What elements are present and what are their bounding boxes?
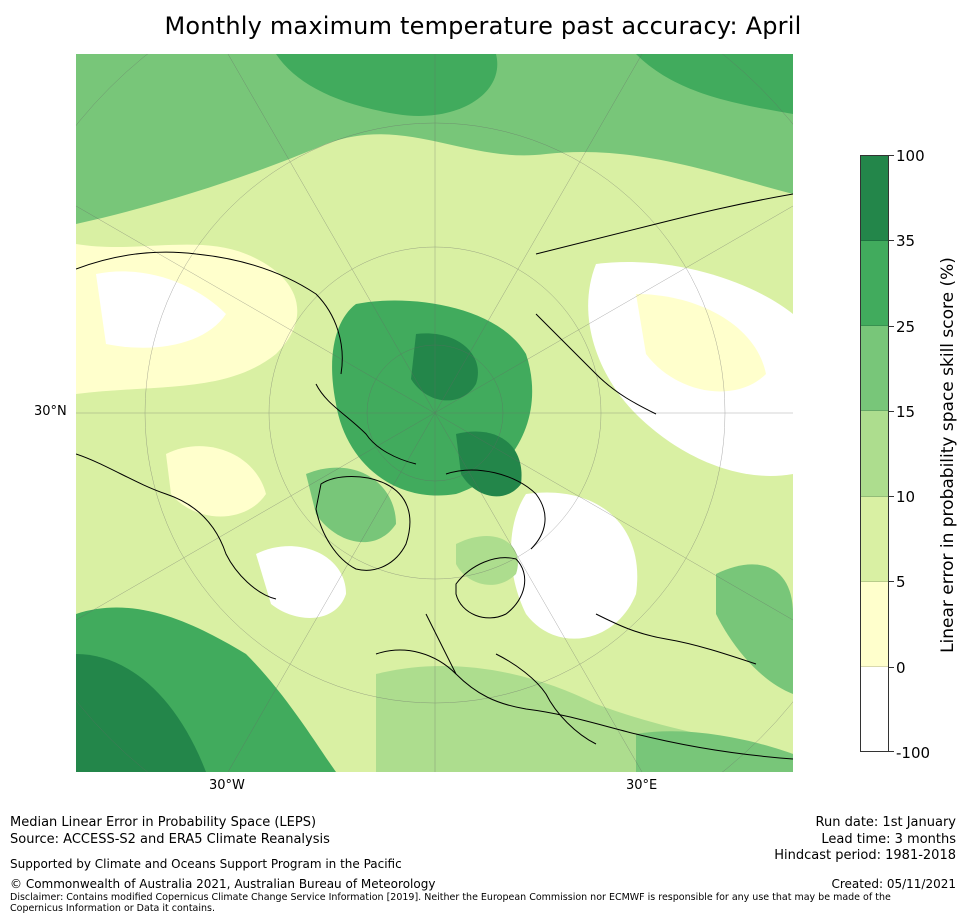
colorbar-tick-mark [889,411,894,412]
footer-disclaimer: Disclaimer: Contains modified Copernicus… [10,892,891,914]
lat-label-30n: 30°N [34,404,67,419]
colorbar-tick-mark [889,751,894,752]
footer-hindcast: Hindcast period: 1981-2018 [774,848,956,863]
colorbar-tick: 25 [896,318,916,336]
colorbar-segment [861,156,888,242]
colorbar-tick: 15 [896,403,916,421]
footer-source: Source: ACCESS-S2 and ERA5 Climate Reana… [10,832,330,847]
colorbar-tick-mark [889,155,894,156]
colorbar-segment [861,496,888,582]
colorbar-tick: 0 [896,659,906,677]
colorbar-segment [861,411,888,497]
colorbar-tick: 5 [896,573,906,591]
colorbar-tick: 35 [896,232,916,250]
colorbar [860,155,889,752]
colorbar-segment [861,581,888,667]
colorbar-segment [861,666,888,751]
colorbar-tick: 100 [896,147,925,165]
graticule [76,54,793,772]
chart-title: Monthly maximum temperature past accurac… [164,12,802,40]
footer-lead-time: Lead time: 3 months [821,832,956,847]
footer-method: Median Linear Error in Probability Space… [10,815,317,830]
colorbar-segment [861,241,888,327]
colorbar-tick-mark [889,581,894,582]
colorbar-segment [861,326,888,412]
lon-label-30e: 30°E [626,778,658,793]
colorbar-tick: -100 [896,744,931,762]
lon-label-30w: 30°W [209,778,245,793]
footer-support: Supported by Climate and Oceans Support … [10,857,402,871]
colorbar-tick-mark [889,496,894,497]
polar-map [76,54,793,772]
colorbar-label: Linear error in probability space skill … [938,257,958,653]
colorbar-tick-mark [889,326,894,327]
colorbar-tick-mark [889,667,894,668]
footer-created: Created: 05/11/2021 [831,877,956,891]
footer-run-date: Run date: 1st January [815,815,956,830]
footer-copyright: © Commonwealth of Australia 2021, Austra… [10,877,436,891]
colorbar-tick-mark [889,240,894,241]
colorbar-tick: 10 [896,488,916,506]
coastlines [76,193,793,760]
